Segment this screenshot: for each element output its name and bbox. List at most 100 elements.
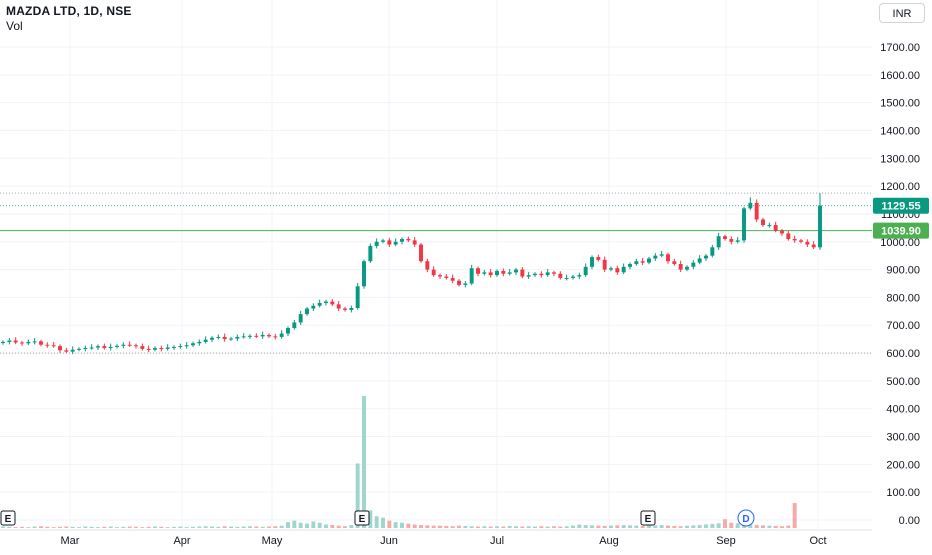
candle-body (254, 335, 259, 337)
candle-body (431, 269, 436, 276)
candle-body (317, 302, 322, 306)
candle-body (501, 270, 506, 274)
volume-bar (767, 525, 772, 528)
volume-bar (374, 516, 379, 528)
currency-button[interactable]: INR (879, 3, 925, 23)
candle-body (476, 268, 480, 274)
x-axis-tick-label: Sep (716, 535, 736, 547)
candle-body (799, 240, 803, 242)
event-marker-label: D (742, 514, 749, 525)
volume-bar (7, 526, 12, 528)
earnings-marker[interactable] (640, 510, 656, 526)
candle-body (609, 268, 613, 270)
earnings-marker[interactable] (0, 510, 16, 526)
volume-bar (748, 524, 753, 528)
volume-bar (58, 526, 62, 528)
volume-bar (545, 526, 550, 528)
candle-body (273, 336, 278, 338)
candle-body (444, 276, 449, 278)
volume-bar (1, 526, 5, 528)
volume-bar (292, 520, 297, 528)
volume-bar (305, 523, 309, 528)
volume-bar (577, 524, 582, 528)
candle-body (298, 314, 303, 323)
candle-body (647, 258, 651, 263)
volume-bar (159, 526, 164, 528)
volume-bar (178, 526, 183, 528)
candle-body (539, 273, 544, 276)
volume-bar (184, 527, 189, 528)
candle-body (45, 344, 50, 346)
candle-body (716, 236, 721, 248)
candle-body (20, 342, 24, 344)
volume-bar (102, 526, 107, 528)
price-tag[interactable] (873, 197, 929, 214)
volume-bar (640, 525, 645, 528)
price-tag[interactable] (873, 222, 929, 239)
volume-bar (602, 525, 607, 528)
volume-bar (495, 526, 499, 528)
candle-body (571, 276, 575, 278)
candle-body (235, 336, 240, 339)
dividend-marker[interactable] (737, 509, 755, 527)
candle-body (678, 264, 683, 270)
volume-bar (520, 526, 525, 528)
volume-bar (431, 525, 436, 528)
candle-body (241, 336, 246, 338)
volume-label[interactable]: Vol (6, 19, 23, 33)
y-axis-tick-label: 1000.00 (880, 237, 920, 249)
candle-body (51, 345, 56, 347)
event-marker-label: E (645, 514, 652, 525)
x-axis-tick-label: Jul (490, 535, 504, 547)
volume-bar (685, 525, 689, 528)
candle-body (672, 261, 677, 265)
volume-bar (235, 526, 240, 528)
candle-body (343, 308, 347, 310)
symbol-title[interactable]: MAZDA LTD, 1D, NSE (6, 4, 132, 18)
volume-bar (780, 526, 784, 528)
volume-bar (406, 523, 411, 528)
volume-bar (96, 527, 100, 528)
x-axis-tick-label: Aug (599, 535, 619, 547)
volume-bar (115, 527, 119, 528)
volume-bar (83, 526, 88, 528)
y-axis-tick-label: 1600.00 (880, 70, 920, 82)
candle-body (330, 301, 335, 305)
candle-body (615, 268, 620, 273)
volume-bar (552, 526, 556, 528)
candle-body (457, 280, 461, 285)
volume-bar (153, 526, 157, 528)
volume-bar (672, 525, 677, 528)
volume-bar (336, 525, 341, 528)
candle-body (558, 273, 563, 278)
earnings-marker[interactable] (354, 510, 370, 526)
volume-bar (457, 525, 461, 528)
candle-body (374, 241, 379, 246)
candle-body (210, 337, 214, 340)
candle-body (216, 336, 221, 338)
volume-bar (324, 524, 328, 528)
volume-bar (501, 526, 506, 528)
candle-body (324, 301, 328, 303)
volume-bar (355, 463, 360, 528)
candle-body (533, 273, 537, 276)
candle-body (786, 233, 791, 239)
candle-body (748, 202, 753, 209)
candle-body (400, 238, 404, 242)
y-axis-tick-label: 800.00 (886, 292, 920, 304)
volume-bar (754, 525, 759, 528)
volume-bar (273, 526, 278, 528)
candle-body (248, 335, 252, 337)
candle-body (596, 257, 601, 260)
volume-bar (134, 526, 138, 528)
y-axis-tick-label: 100.00 (886, 487, 920, 499)
candle-body (520, 269, 525, 277)
candle-body (362, 261, 366, 287)
candle-body (197, 341, 202, 344)
volume-bar (666, 525, 670, 528)
candle-body (628, 264, 632, 267)
volume-bar (210, 526, 214, 528)
volume-bar (229, 526, 233, 528)
